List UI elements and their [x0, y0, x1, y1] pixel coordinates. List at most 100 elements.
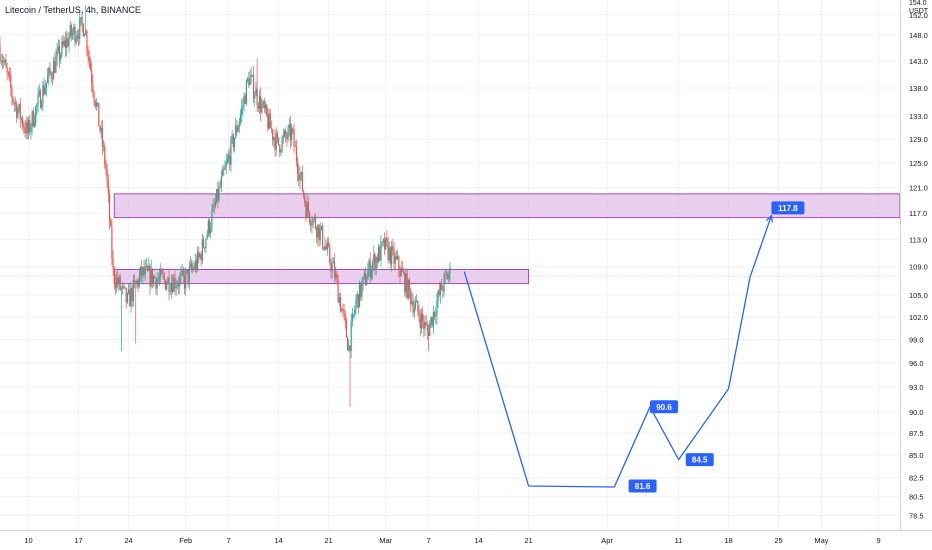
candle-body — [173, 277, 175, 292]
candle-body — [7, 72, 9, 74]
candle-body — [348, 345, 350, 351]
candle-body — [419, 317, 421, 329]
candle-body — [131, 287, 133, 302]
candle-body — [233, 137, 236, 148]
candle-body — [29, 119, 31, 133]
candle-body — [12, 97, 14, 103]
candle-body — [242, 105, 244, 108]
candle-body — [413, 307, 415, 313]
price-label-badge — [628, 479, 657, 493]
candle-body — [325, 245, 327, 250]
candle-body — [347, 337, 349, 351]
candle-body — [418, 311, 420, 318]
candle-body — [448, 273, 450, 280]
y-tick-label: 102.0 — [909, 313, 928, 322]
candle-body — [176, 284, 178, 287]
candle-body — [408, 279, 411, 291]
y-tick-label: 93.0 — [909, 383, 924, 392]
candle-body — [257, 105, 259, 109]
candle-body — [122, 285, 124, 289]
candle-body — [258, 95, 261, 109]
candle-body — [6, 67, 8, 73]
candle-body — [352, 314, 355, 316]
candle-body — [33, 122, 36, 127]
candle-body — [220, 176, 223, 187]
candle-body — [148, 265, 150, 271]
candle-body — [11, 88, 13, 98]
candle-body — [182, 270, 184, 276]
y-tick-label: 80.5 — [909, 492, 924, 501]
candle-body — [282, 135, 284, 138]
candle-body — [322, 226, 324, 248]
candle-body — [283, 130, 286, 136]
candle-body — [73, 26, 75, 33]
candle-body — [363, 272, 365, 277]
candle-body — [24, 128, 26, 134]
candle-body — [443, 274, 445, 292]
candle-body — [195, 260, 198, 269]
candle-body — [17, 110, 19, 118]
candle-body — [168, 277, 170, 293]
candle-body — [224, 166, 226, 170]
candle-body — [355, 300, 357, 311]
x-tick-label: May — [814, 536, 828, 545]
candle-body — [431, 316, 433, 327]
candle-body — [254, 95, 256, 99]
candle-body — [351, 314, 353, 322]
candle-body — [441, 283, 443, 290]
candle-body — [144, 266, 146, 275]
candle-body — [130, 287, 132, 307]
candle-body — [77, 35, 80, 39]
candle-body — [80, 17, 82, 19]
candle-body — [293, 130, 295, 147]
candle-body — [69, 24, 71, 38]
candle-body — [331, 263, 333, 272]
candle-body — [1, 60, 3, 63]
candle-body — [400, 267, 402, 277]
candle-body — [79, 18, 81, 39]
candle-body — [350, 321, 352, 351]
candle-body — [297, 161, 299, 174]
candle-body — [20, 118, 23, 120]
candle-body — [39, 90, 42, 108]
candle-body — [108, 193, 111, 221]
candle-body — [35, 106, 37, 123]
candle-body — [23, 126, 25, 129]
time-axis[interactable]: 10 17 24 Feb 7 14 21 Mar 7 14 21 Apr 11 18 25 May 9 — [24, 536, 880, 545]
candle-body — [249, 76, 251, 86]
candle-body — [57, 46, 59, 51]
candle-body — [361, 283, 363, 297]
candle-body — [364, 272, 367, 286]
candle-body — [113, 268, 115, 283]
candle-body — [170, 282, 173, 292]
candle-body — [19, 103, 21, 120]
candle-body — [306, 201, 308, 218]
candle-body — [211, 211, 213, 228]
candle-body — [183, 275, 186, 289]
y-tick-label: 148.0 — [909, 31, 928, 40]
candle-body — [56, 50, 58, 57]
candle-body — [430, 316, 432, 324]
candle-body — [336, 274, 338, 280]
candle-body — [45, 82, 48, 89]
candle-body — [204, 247, 206, 249]
candle-body — [161, 269, 163, 274]
candle-body — [417, 300, 419, 312]
candle-body — [82, 24, 84, 37]
candle-body — [382, 239, 384, 242]
candle-body — [218, 186, 220, 201]
candle-body — [333, 262, 336, 278]
candle-body — [166, 284, 168, 290]
candle-body — [399, 269, 401, 277]
candle-body — [272, 129, 274, 140]
candle-body — [137, 280, 139, 287]
candle-body — [157, 278, 159, 280]
candle-body — [210, 227, 212, 234]
price-label-badge — [685, 453, 714, 467]
candle-body — [141, 266, 143, 276]
candle-body — [375, 257, 377, 271]
price-axis[interactable]: 152.0 148.0 143.0 138.0 133.0 129.0 125.0 121.0… — [909, 11, 928, 521]
candle-body — [177, 284, 180, 287]
candle-body — [426, 324, 428, 332]
